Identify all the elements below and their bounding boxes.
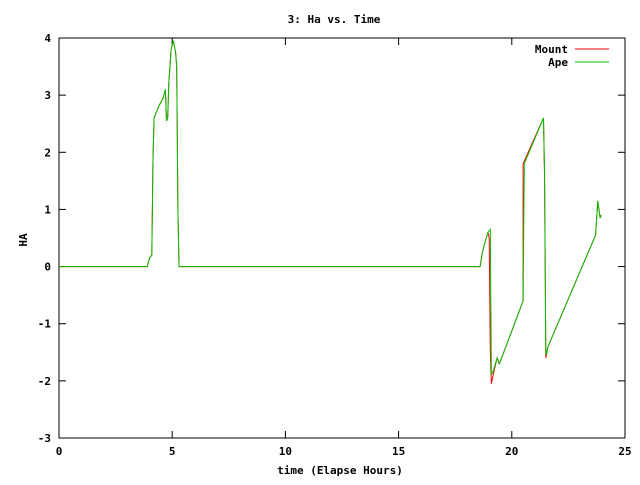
y-tick-label: -2 — [38, 375, 51, 388]
y-axis-label: HA — [17, 233, 30, 247]
axis-ticks: 0 5 10 15 20 25 -3 -2 -1 0 1 2 3 4 — [38, 32, 632, 458]
x-tick-label: 5 — [169, 445, 176, 458]
x-tick-label: 15 — [392, 445, 405, 458]
x-tick-label: 20 — [505, 445, 518, 458]
chart-title: 3: Ha vs. Time — [288, 13, 381, 26]
plot-frame — [58, 37, 626, 439]
x-tick-label: 0 — [56, 445, 63, 458]
y-tick-label: 4 — [44, 32, 51, 45]
x-tick-label: 10 — [279, 445, 292, 458]
series-line-ape — [59, 40, 602, 376]
legend-label-mount: Mount — [535, 43, 568, 56]
x-axis-label: time (Elapse Hours) — [277, 464, 403, 477]
y-tick-label: -3 — [38, 432, 51, 445]
y-tick-label: 3 — [44, 89, 51, 102]
legend-label-ape: Ape — [548, 56, 568, 69]
series-line-mount — [59, 40, 602, 384]
y-tick-label: -1 — [38, 318, 52, 331]
x-tick-label: 25 — [618, 445, 631, 458]
y-tick-label: 1 — [44, 203, 51, 216]
y-tick-label: 0 — [44, 261, 51, 274]
y-tick-label: 2 — [44, 146, 51, 159]
series-layer — [59, 40, 602, 384]
